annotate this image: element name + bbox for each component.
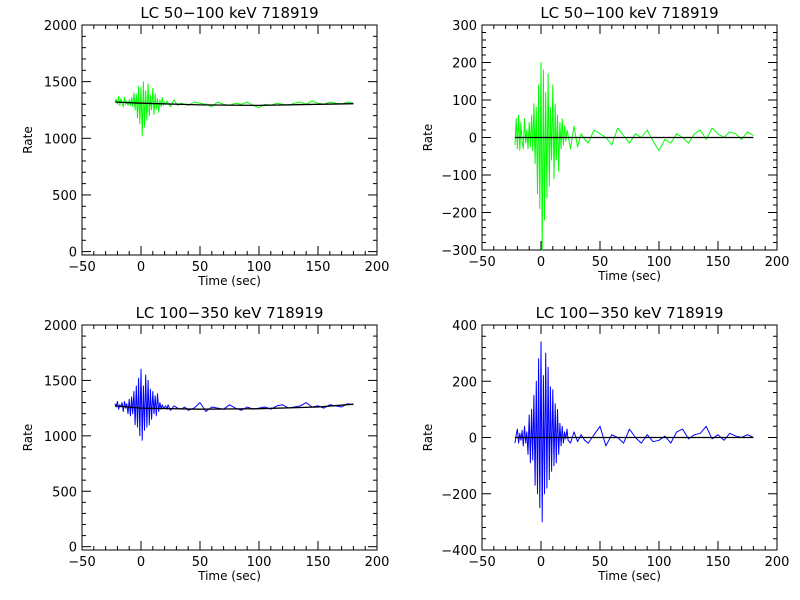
y-tick-label: 1000 bbox=[44, 132, 77, 147]
chart-panel: LC 50−100 keV 718919−50 0 50 100 150 20005001… bbox=[21, 4, 389, 288]
y-tick-label: 500 bbox=[52, 485, 77, 500]
y-tick-label: 200 bbox=[452, 57, 477, 72]
x-tick-label: 200 bbox=[365, 260, 390, 275]
x-tick-label: −50 bbox=[68, 260, 95, 275]
y-axis-label: Rate bbox=[421, 124, 435, 152]
y-tick-label: 500 bbox=[52, 189, 77, 204]
chart-title: LC 50−100 keV 718919 bbox=[540, 4, 718, 22]
x-tick-label: 0 bbox=[137, 260, 145, 275]
y-tick-label: 1500 bbox=[44, 374, 77, 389]
x-tick-label: 50 bbox=[592, 255, 609, 270]
y-tick-label: 300 bbox=[452, 19, 477, 34]
y-axis-label: Rate bbox=[421, 424, 435, 452]
y-tick-label: −200 bbox=[441, 488, 477, 503]
x-tick-label: 0 bbox=[137, 555, 145, 570]
light-curve-line bbox=[514, 62, 754, 251]
y-tick-label: −400 bbox=[441, 544, 477, 559]
x-tick-label: 100 bbox=[647, 555, 672, 570]
x-tick-label: −50 bbox=[468, 255, 495, 270]
y-tick-label: 100 bbox=[452, 94, 477, 109]
x-tick-label: 50 bbox=[592, 555, 609, 570]
x-axis-label: Time (sec) bbox=[597, 569, 661, 583]
light-curve-line bbox=[514, 341, 754, 523]
x-tick-label: 50 bbox=[192, 555, 209, 570]
x-tick-label: 100 bbox=[247, 555, 272, 570]
x-tick-label: 100 bbox=[647, 255, 672, 270]
y-tick-label: 2000 bbox=[44, 19, 77, 34]
x-tick-label: 0 bbox=[537, 255, 545, 270]
x-tick-label: 50 bbox=[192, 260, 209, 275]
y-tick-label: −300 bbox=[441, 244, 477, 259]
x-tick-label: 150 bbox=[706, 255, 731, 270]
x-tick-label: −50 bbox=[468, 555, 495, 570]
y-tick-label: 200 bbox=[452, 375, 477, 390]
fit-line bbox=[114, 101, 354, 107]
x-tick-label: 150 bbox=[706, 555, 731, 570]
y-tick-label: 400 bbox=[452, 319, 477, 334]
y-tick-label: 1500 bbox=[44, 76, 77, 91]
y-tick-label: −200 bbox=[441, 207, 477, 222]
x-tick-label: 150 bbox=[306, 260, 331, 275]
y-tick-label: −100 bbox=[441, 169, 477, 184]
y-tick-label: 0 bbox=[69, 246, 77, 261]
y-tick-label: 0 bbox=[69, 541, 77, 556]
plot-frame bbox=[81, 324, 378, 551]
light-curve-line bbox=[114, 368, 354, 441]
x-tick-label: 100 bbox=[247, 260, 272, 275]
fit-line bbox=[114, 403, 354, 410]
x-tick-label: 200 bbox=[365, 555, 390, 570]
chart-title: LC 100−350 keV 718919 bbox=[136, 304, 324, 322]
x-axis-label: Time (sec) bbox=[197, 274, 261, 288]
y-axis-label: Rate bbox=[21, 126, 35, 154]
x-tick-label: 200 bbox=[765, 555, 790, 570]
x-tick-label: −50 bbox=[68, 555, 95, 570]
chart-panel: LC 100−350 keV 718919 −50 0 50 100 150 200 −400… bbox=[421, 304, 789, 583]
x-tick-label: 150 bbox=[306, 555, 331, 570]
y-tick-label: 2000 bbox=[44, 319, 77, 334]
chart-title: LC 100−350 keV 718919 bbox=[536, 304, 724, 322]
light-curve-line bbox=[114, 81, 354, 137]
chart-title: LC 50−100 keV 718919 bbox=[140, 4, 318, 22]
y-tick-label: 1000 bbox=[44, 430, 77, 445]
x-axis-label: Time (sec) bbox=[597, 269, 661, 283]
x-tick-label: 0 bbox=[537, 555, 545, 570]
y-tick-label: 0 bbox=[469, 132, 477, 147]
y-tick-label: 0 bbox=[469, 432, 477, 447]
x-axis-label: Time (sec) bbox=[197, 569, 261, 583]
plot-frame bbox=[81, 24, 378, 256]
y-axis-label: Rate bbox=[21, 424, 35, 452]
x-tick-label: 200 bbox=[765, 255, 790, 270]
chart-panel: LC 100−350 keV 718919−50 0 50 100 150 2000500… bbox=[21, 304, 389, 583]
chart-panel: LC 50−100 keV 718919 −50 0 50 100 150 200 −300 −… bbox=[421, 4, 789, 283]
